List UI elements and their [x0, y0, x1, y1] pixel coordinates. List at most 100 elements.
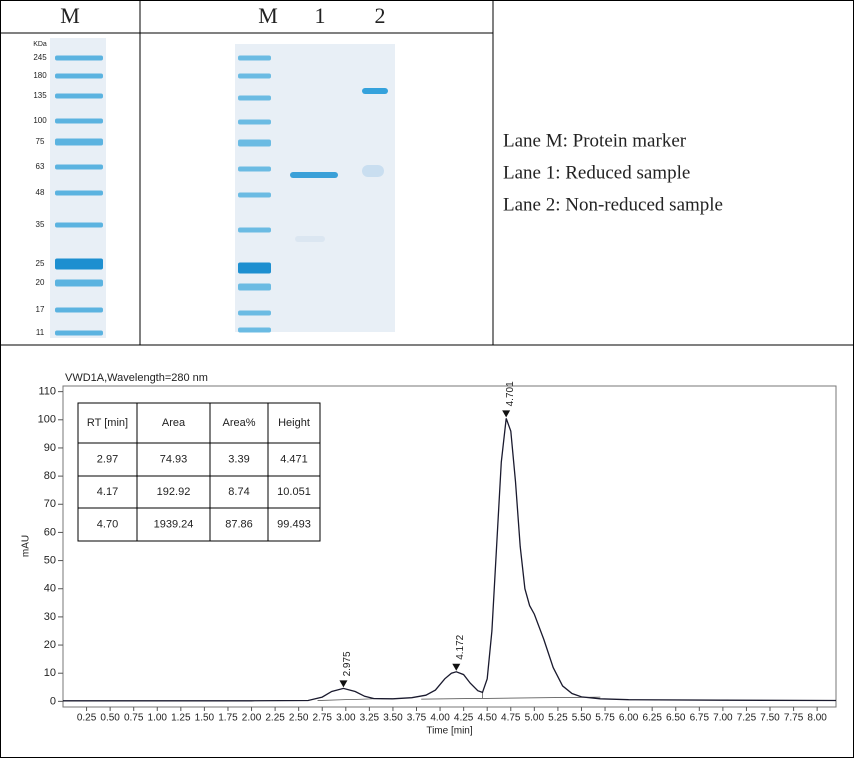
marker-size-label: 20 — [36, 278, 45, 287]
x-tick-label: 4.00 — [430, 713, 450, 724]
x-tick-label: 1.25 — [171, 713, 191, 724]
trace — [63, 418, 837, 702]
table-cell: 2.97 — [97, 453, 118, 465]
gel-band — [55, 164, 103, 170]
gel-band — [55, 93, 103, 99]
table-cell: 4.471 — [280, 453, 308, 465]
y-tick-label: 0 — [50, 695, 56, 707]
x-tick-label: 2.00 — [242, 713, 262, 724]
x-tick-label: 3.50 — [383, 713, 403, 724]
table-cell: Area — [162, 417, 186, 429]
gel-band — [238, 55, 271, 61]
marker-size-label: 245 — [33, 53, 47, 62]
x-tick-label: 3.75 — [407, 713, 427, 724]
marker-size-label: 35 — [36, 220, 45, 229]
y-axis-label: mAU — [21, 535, 32, 557]
y-tick-label: 50 — [44, 554, 56, 566]
x-tick-label: 7.25 — [737, 713, 757, 724]
integration-baseline — [421, 696, 601, 700]
x-tick-label: 7.00 — [713, 713, 733, 724]
table-cell: 99.493 — [277, 518, 311, 530]
marker-size-label: 25 — [36, 259, 45, 268]
peak-label: 4.701 — [505, 381, 516, 406]
gel-band — [238, 95, 271, 101]
x-tick-label: 8.00 — [807, 713, 827, 724]
x-tick-label: 3.25 — [360, 713, 380, 724]
x-tick-label: 1.50 — [195, 713, 215, 724]
x-tick-label: 7.75 — [784, 713, 804, 724]
table-cell: 4.17 — [97, 486, 118, 498]
x-axis-label: Time [min] — [426, 726, 473, 737]
table-cell: 10.051 — [277, 486, 311, 498]
x-tick-label: 4.50 — [477, 713, 497, 724]
peak-label: 2.975 — [342, 651, 353, 676]
table-cell: 192.92 — [157, 486, 191, 498]
table-cell: 3.39 — [228, 453, 249, 465]
table-cell: 87.86 — [225, 518, 253, 530]
x-tick-label: 6.50 — [666, 713, 686, 724]
y-tick-label: 90 — [44, 442, 56, 454]
x-tick-label: 0.50 — [100, 713, 120, 724]
x-tick-label: 6.25 — [642, 713, 662, 724]
x-tick-label: 2.50 — [289, 713, 309, 724]
lane-header: 1 — [315, 3, 326, 28]
gel-band — [238, 262, 271, 274]
x-tick-label: 2.25 — [265, 713, 285, 724]
gel-band — [238, 139, 271, 147]
gel-band — [55, 330, 103, 336]
x-tick-label: 5.75 — [595, 713, 615, 724]
x-tick-label: 7.50 — [760, 713, 780, 724]
gel-band — [295, 236, 325, 242]
chart-title: VWD1A,Wavelength=280 nm — [65, 372, 208, 384]
gel-band — [290, 172, 338, 178]
x-tick-label: 0.75 — [124, 713, 144, 724]
table-cell: 74.93 — [160, 453, 188, 465]
legend-line: Lane 2: Non-reduced sample — [503, 194, 723, 215]
plot-frame — [62, 385, 837, 708]
marker-size-label: 100 — [33, 116, 47, 125]
gel-band — [55, 222, 103, 228]
x-tick-label: 6.00 — [619, 713, 639, 724]
peak-marker — [452, 663, 461, 671]
y-tick-label: 30 — [44, 611, 56, 623]
x-tick-label: 5.00 — [525, 713, 545, 724]
gel-band — [238, 192, 271, 198]
x-tick-label: 5.25 — [548, 713, 568, 724]
table-cell: Height — [278, 417, 310, 429]
y-tick-label: 40 — [44, 583, 56, 595]
peak-marker — [339, 680, 348, 688]
table-cell: 1939.24 — [154, 518, 194, 530]
marker-size-label: 11 — [36, 328, 45, 337]
marker-size-label: 63 — [36, 162, 45, 171]
gel-image — [50, 38, 106, 338]
gel-band — [55, 279, 103, 287]
gel-band — [362, 165, 384, 177]
y-tick-label: 70 — [44, 498, 56, 510]
marker-size-label: 75 — [36, 137, 45, 146]
gel-band — [238, 283, 271, 291]
legend-line: Lane 1: Reduced sample — [503, 162, 690, 183]
x-tick-label: 5.50 — [572, 713, 592, 724]
y-tick-label: 100 — [38, 414, 56, 426]
table-cell: 8.74 — [228, 486, 249, 498]
gel-band — [55, 307, 103, 313]
gel-band — [55, 138, 103, 146]
marker-size-label: 180 — [33, 71, 47, 80]
gel-band — [55, 73, 103, 79]
table-bg — [77, 402, 321, 542]
table-cell: 4.70 — [97, 518, 118, 530]
gel-band — [55, 55, 103, 61]
gel-band — [238, 119, 271, 125]
gel-band — [238, 327, 271, 333]
y-tick-label: 20 — [44, 639, 56, 651]
peak-label: 4.172 — [455, 634, 466, 659]
gel-band — [55, 258, 103, 270]
marker-unit: KDa — [33, 41, 47, 48]
x-tick-label: 6.75 — [690, 713, 710, 724]
marker-size-label: 135 — [33, 91, 47, 100]
marker-size-label: 17 — [36, 305, 45, 314]
x-tick-label: 2.75 — [313, 713, 333, 724]
table-cell: RT [min] — [87, 417, 128, 429]
y-tick-label: 10 — [44, 667, 56, 679]
